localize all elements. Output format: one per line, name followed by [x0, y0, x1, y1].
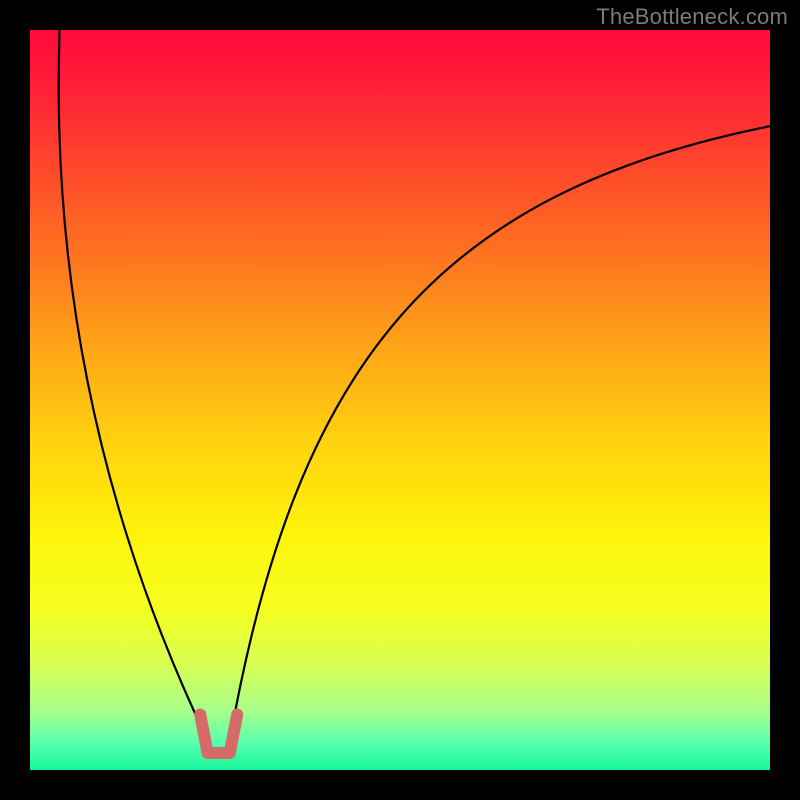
- bottom-u-marker: [200, 715, 237, 753]
- right-curve: [230, 126, 770, 740]
- left-curve: [59, 30, 208, 740]
- chart-stage: TheBottleneck.com: [0, 0, 800, 800]
- watermark-label: TheBottleneck.com: [596, 4, 788, 30]
- curve-layer: [0, 0, 800, 800]
